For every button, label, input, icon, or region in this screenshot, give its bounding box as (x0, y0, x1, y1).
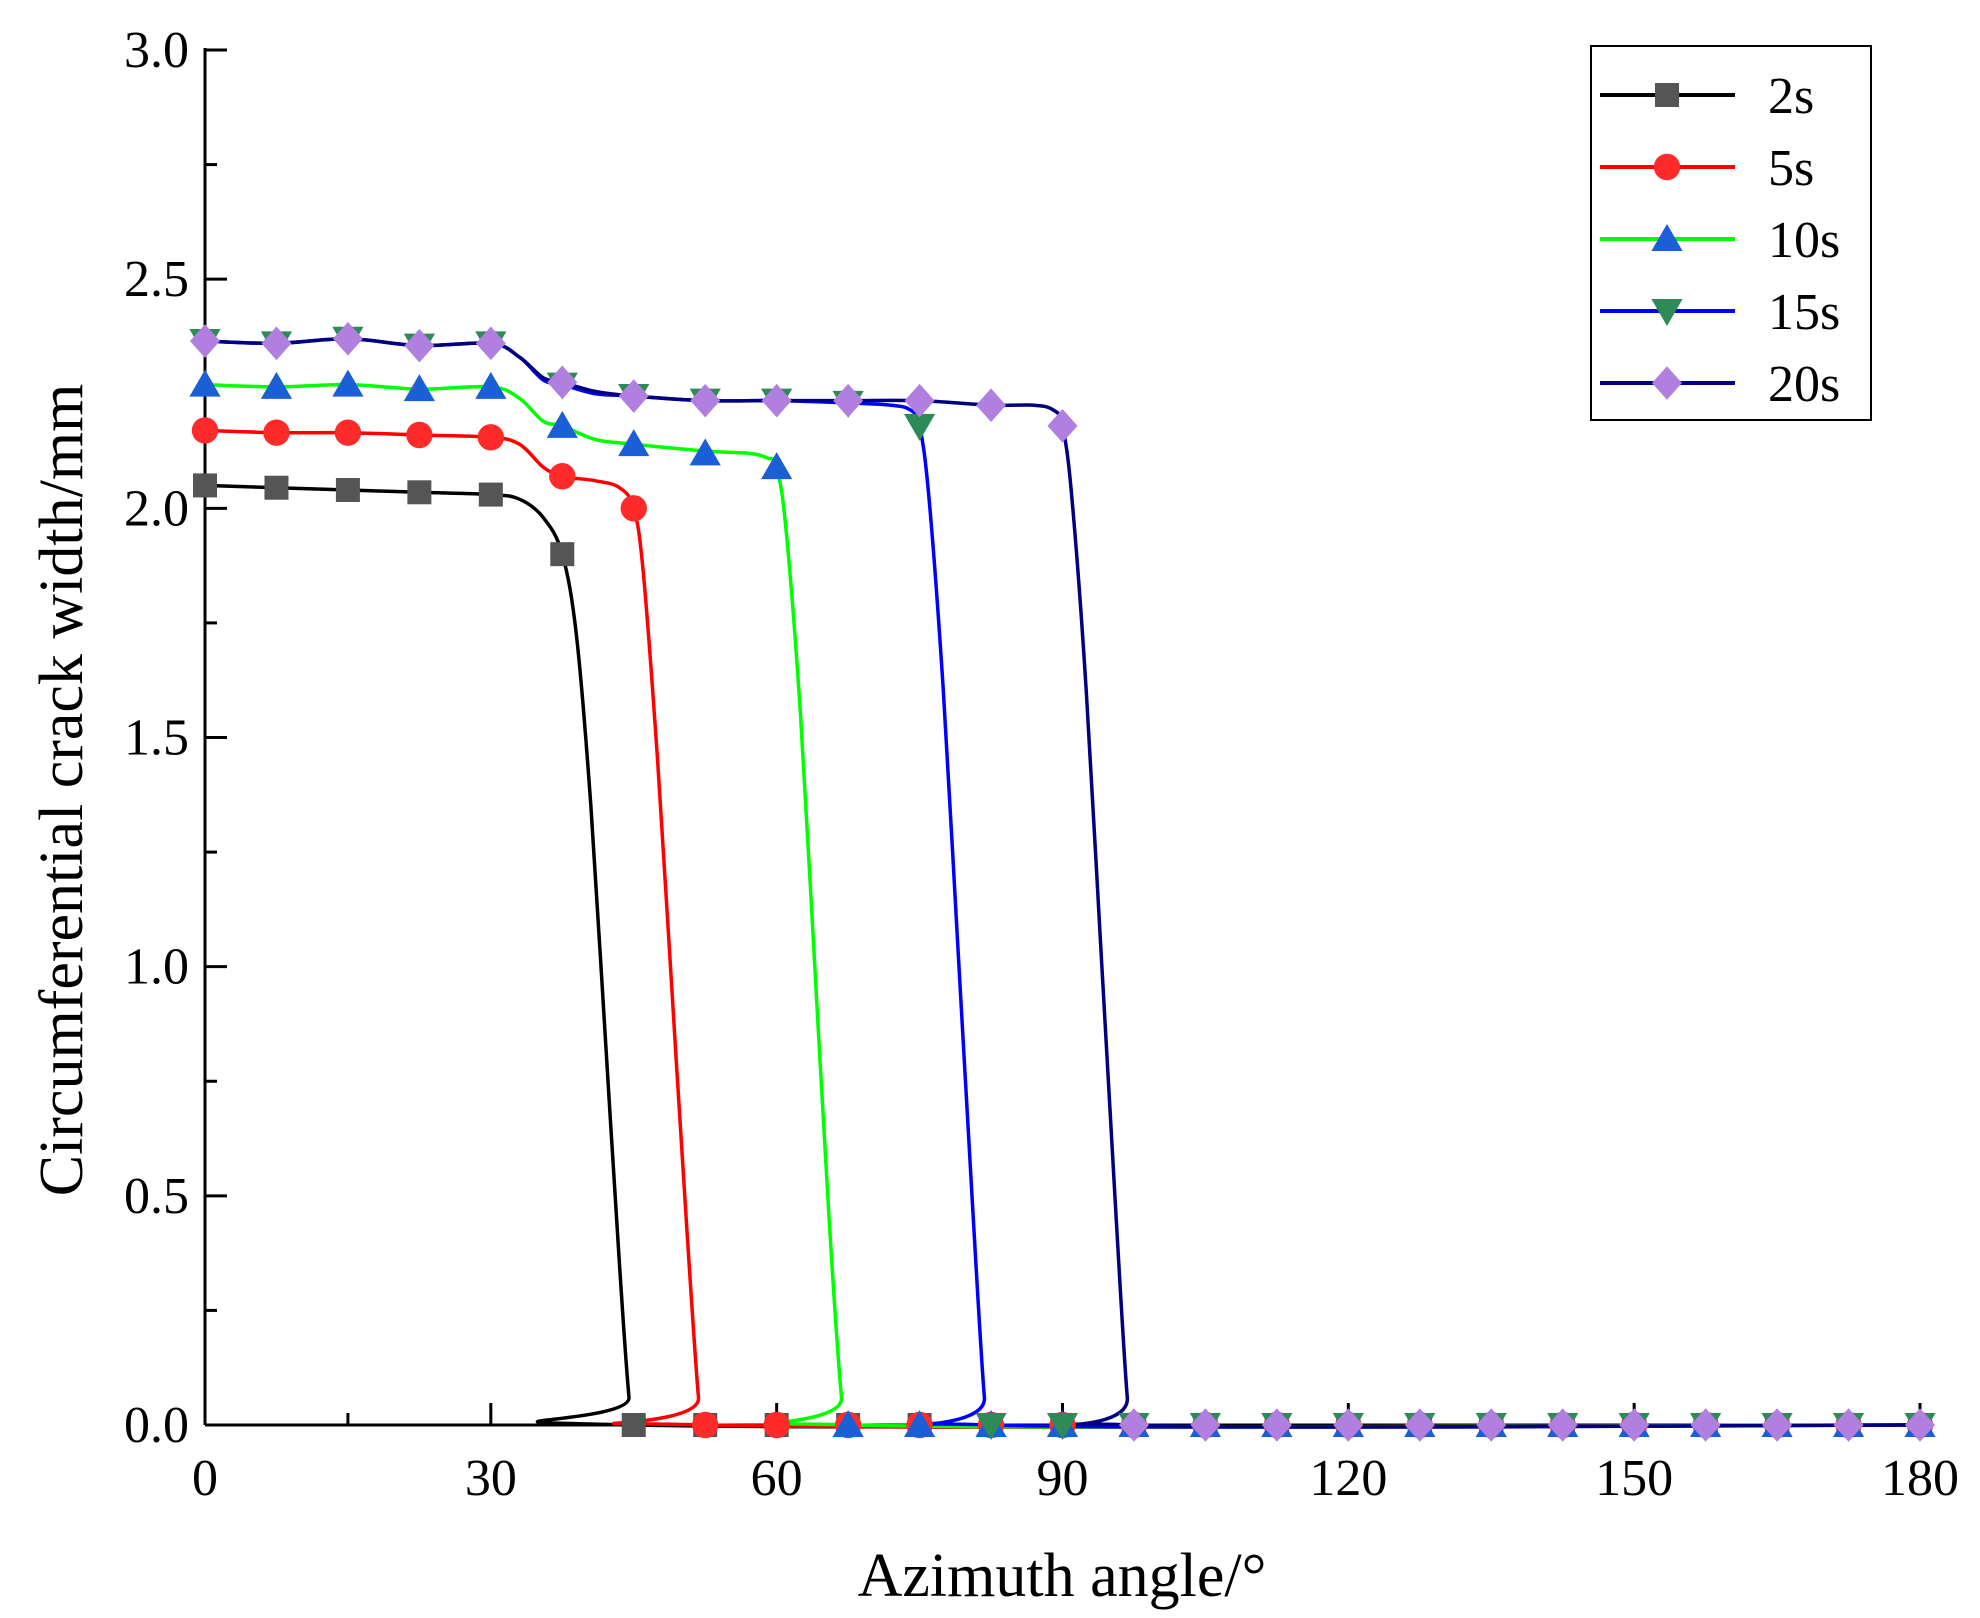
data-point-15s (975, 1413, 1007, 1440)
legend-marker (1652, 366, 1682, 400)
data-point-5s (692, 1411, 719, 1439)
x-tick-label: 180 (1881, 1450, 1959, 1507)
data-point-20s (475, 326, 506, 361)
data-point-20s (976, 388, 1007, 423)
legend-marker (1655, 83, 1679, 107)
y-tick-label: 2.0 (124, 480, 189, 537)
series-line-20s (204, 337, 1921, 1429)
legend-label: 5s (1768, 140, 1814, 197)
data-point-20s (1833, 1408, 1864, 1442)
chart-series-curves (204, 337, 1921, 1429)
data-point-20s (1547, 1408, 1578, 1442)
data-point-20s (1118, 1408, 1149, 1442)
legend-label: 20s (1768, 356, 1840, 413)
series-line-10s (204, 382, 1921, 1429)
data-point-5s (191, 417, 219, 444)
data-point-2s (193, 473, 217, 498)
series-line-2s (204, 483, 1921, 1429)
data-point-10s (761, 452, 793, 480)
legend-box (1590, 45, 1872, 421)
y-tick-label: 1.0 (124, 939, 189, 996)
legend-label: 15s (1768, 284, 1840, 341)
data-point-20s (1690, 1408, 1721, 1442)
data-point-5s (549, 463, 576, 490)
data-point-20s (1047, 409, 1078, 443)
data-point-10s (618, 429, 650, 457)
data-point-5s (477, 424, 505, 451)
data-point-5s (263, 419, 290, 446)
legend-marker (1651, 224, 1683, 251)
data-point-20s (904, 383, 935, 418)
x-tick-label: 0 (192, 1450, 218, 1507)
chart-legend: 2s 5s 10s 15s 20s (1590, 45, 1872, 421)
chart-axes: 0.0 0.5 1.0 1.5 2.0 2.5 3.0 0 30 60 90 120 150 180 (124, 22, 1959, 1507)
data-point-20s (1333, 1408, 1364, 1442)
data-point-2s (621, 1413, 646, 1437)
data-point-5s (620, 495, 647, 522)
y-tick-label: 0.5 (124, 1168, 189, 1225)
data-point-2s (550, 542, 575, 567)
y-tick-label: 3.0 (124, 22, 189, 79)
data-point-10s (832, 1410, 864, 1437)
data-point-20s (1261, 1408, 1292, 1442)
data-point-10s (475, 371, 507, 399)
data-point-15s (1046, 1413, 1079, 1440)
legend-marker (1653, 153, 1681, 181)
series-line-15s (204, 337, 1921, 1429)
data-point-20s (1404, 1408, 1435, 1442)
data-point-20s (1905, 1408, 1935, 1442)
legend-marker (1651, 299, 1683, 326)
data-point-10s (403, 374, 435, 402)
x-tick-label: 120 (1309, 1450, 1387, 1507)
data-point-5s (406, 421, 433, 449)
data-point-20s (547, 365, 578, 400)
y-tick-label: 1.5 (124, 710, 189, 767)
series-line-5s (204, 428, 1921, 1429)
x-axis-title: Azimuth angle/° (858, 1542, 1267, 1610)
data-point-10s (260, 371, 293, 399)
legend-label: 10s (1768, 212, 1840, 269)
data-point-2s (335, 478, 360, 502)
data-point-20s (1190, 1408, 1221, 1442)
data-point-20s (404, 328, 435, 363)
data-point-20s (1762, 1408, 1793, 1442)
data-point-10s (546, 410, 578, 438)
chart-series-markers (189, 321, 1936, 1442)
x-tick-label: 150 (1595, 1450, 1673, 1507)
data-point-20s (190, 324, 220, 358)
data-point-20s (1476, 1408, 1507, 1442)
data-point-15s (903, 413, 936, 441)
data-point-20s (1619, 1408, 1650, 1442)
data-point-2s (264, 475, 289, 500)
x-tick-label: 60 (751, 1450, 803, 1507)
data-point-20s (332, 321, 363, 356)
data-point-5s (763, 1411, 790, 1439)
y-axis-title: Circumferential crack width/mm (28, 384, 96, 1197)
data-point-20s (690, 383, 721, 418)
data-point-20s (618, 379, 649, 413)
data-point-10s (689, 438, 721, 466)
legend-label: 2s (1768, 68, 1814, 125)
data-point-20s (833, 383, 864, 418)
data-point-2s (407, 480, 432, 505)
x-tick-label: 30 (465, 1450, 517, 1507)
x-tick-label: 90 (1037, 1450, 1089, 1507)
data-point-10s (189, 369, 221, 397)
y-tick-label: 0.0 (124, 1397, 189, 1454)
data-point-20s (261, 326, 292, 361)
data-point-5s (334, 419, 362, 446)
data-point-20s (761, 383, 792, 418)
y-tick-label: 2.5 (124, 251, 189, 308)
data-point-10s (332, 369, 364, 397)
data-point-10s (903, 1410, 936, 1437)
data-point-2s (478, 482, 503, 507)
